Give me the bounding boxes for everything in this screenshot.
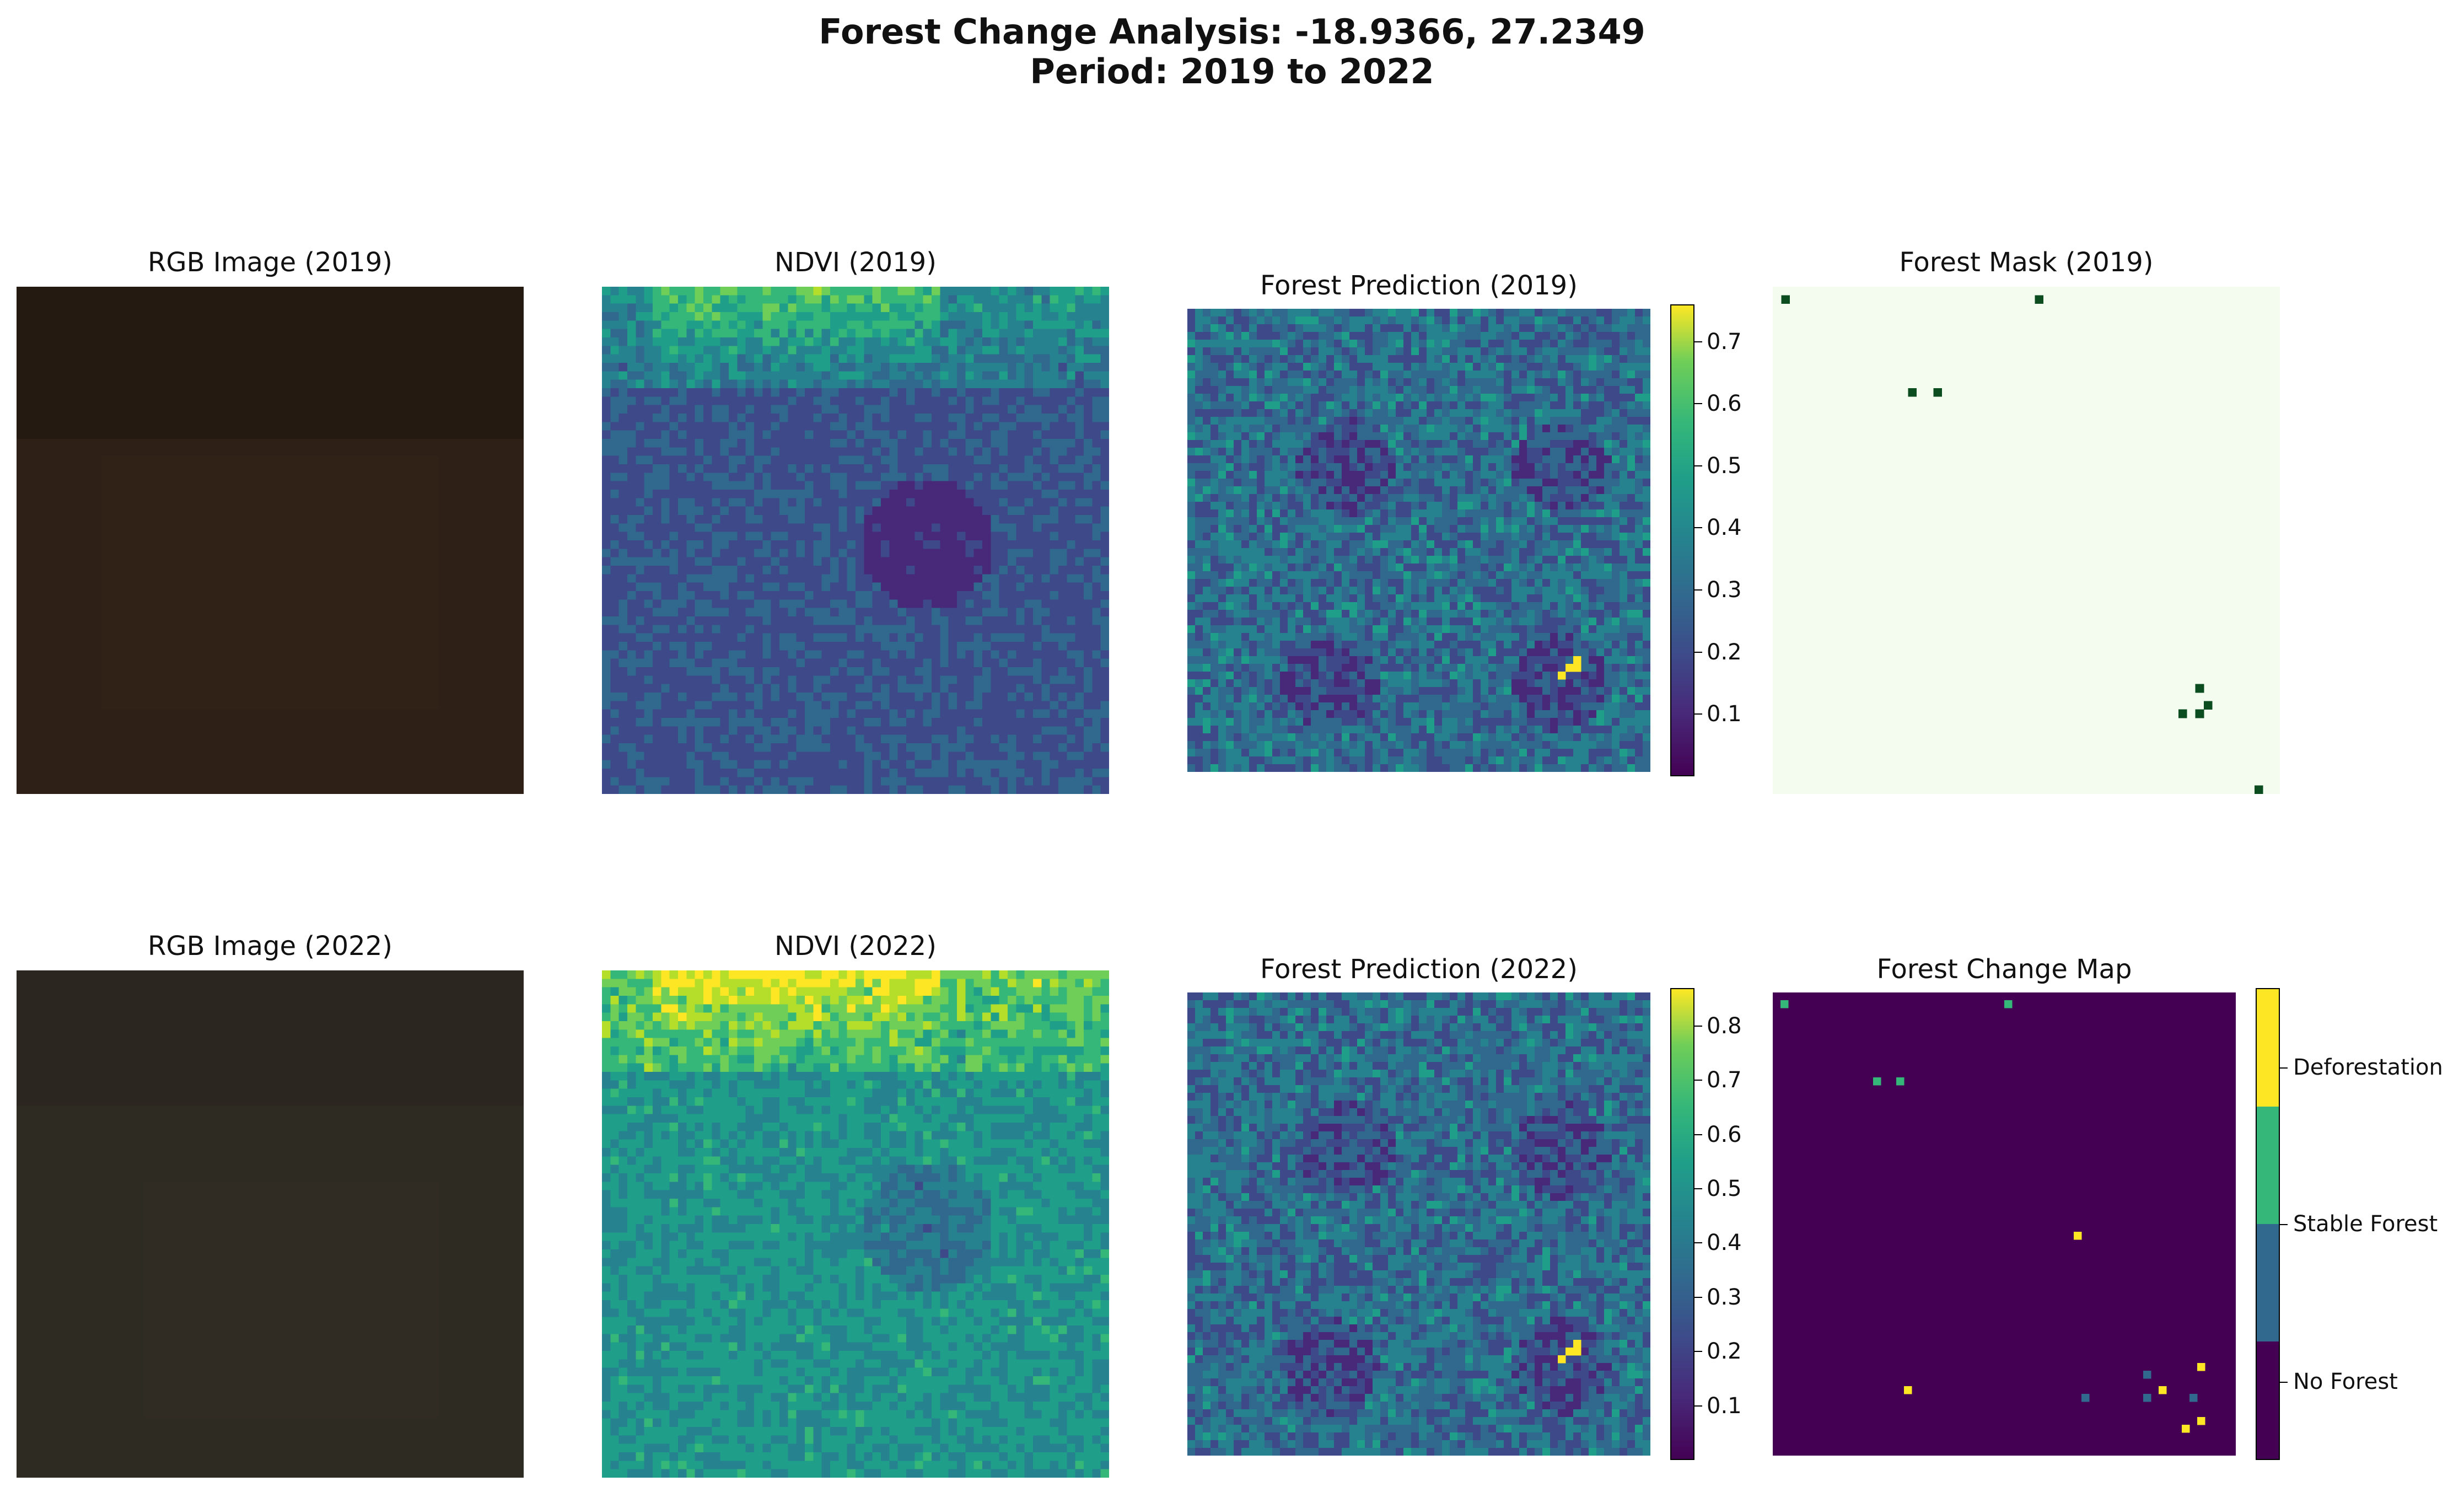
change-map-colorbar: [2256, 988, 2280, 1460]
pred-2019-title: Forest Prediction (2019): [1260, 270, 1578, 301]
colorbar-tick: 0.4: [1707, 1230, 1742, 1256]
colorbar-tick: 0.2: [1707, 1339, 1742, 1365]
colorbar-tick: 0.5: [1707, 1176, 1742, 1202]
colorbar-tick: 0.7: [1707, 329, 1742, 355]
rgb-2019-image: [17, 287, 524, 794]
colorbar-tick: 0.5: [1707, 453, 1742, 479]
rgb-2022-title: RGB Image (2022): [148, 931, 392, 962]
ndvi-2019-image: [602, 287, 1109, 794]
ndvi-2022-image: [602, 970, 1109, 1478]
pred-2022-title: Forest Prediction (2022): [1260, 954, 1578, 985]
change-map-title: Forest Change Map: [1876, 954, 2132, 985]
mask-2019-title: Forest Mask (2019): [1899, 247, 2154, 278]
colorbar-tick: 0.4: [1707, 515, 1742, 541]
pred-2019-colorbar: [1670, 304, 1694, 776]
ndvi-2022-title: NDVI (2022): [774, 931, 937, 962]
change-label-deforestation: Deforestation: [2293, 1055, 2443, 1080]
colorbar-tick: 0.6: [1707, 391, 1742, 417]
change-label-no-forest: No Forest: [2293, 1369, 2398, 1394]
colorbar-tick: 0.2: [1707, 639, 1742, 665]
change-map-image: [1773, 992, 2236, 1456]
colorbar-tick: 0.1: [1707, 701, 1742, 727]
change-label-stable-forest: Stable Forest: [2293, 1211, 2438, 1237]
rgb-2022-image: [17, 970, 524, 1478]
figure-title: Forest Change Analysis: -18.9366, 27.234…: [819, 12, 1645, 52]
mask-2019-image: [1773, 287, 2280, 794]
colorbar-tick: 0.7: [1707, 1067, 1742, 1093]
colorbar-tick: 0.3: [1707, 577, 1742, 603]
figure-subtitle: Period: 2019 to 2022: [1030, 51, 1434, 92]
colorbar-tick: 0.1: [1707, 1393, 1742, 1419]
pred-2022-colorbar: [1670, 988, 1694, 1460]
colorbar-tick: 0.8: [1707, 1013, 1742, 1039]
colorbar-tick: 0.3: [1707, 1284, 1742, 1310]
pred-2022-image: [1187, 992, 1650, 1456]
rgb-2019-title: RGB Image (2019): [148, 247, 392, 278]
colorbar-tick: 0.6: [1707, 1121, 1742, 1147]
ndvi-2019-title: NDVI (2019): [774, 247, 937, 278]
pred-2019-image: [1187, 309, 1650, 772]
